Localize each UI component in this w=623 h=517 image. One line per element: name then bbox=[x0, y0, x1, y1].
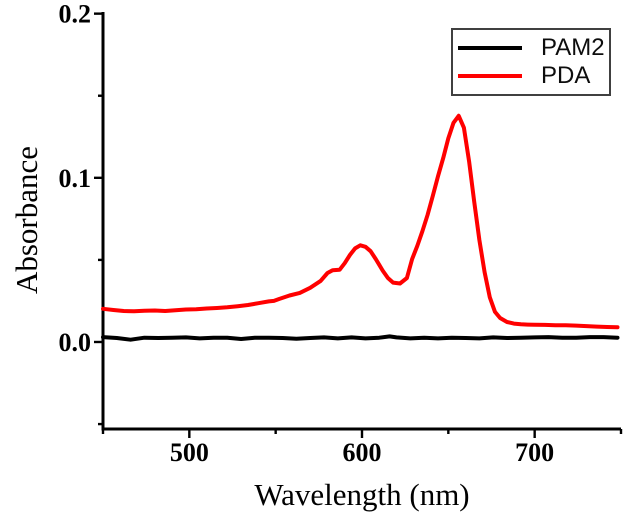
x-axis-title: Wavelength (nm) bbox=[254, 477, 470, 512]
pam2-legend-label: PAM2 bbox=[541, 34, 605, 61]
pda-legend-label: PDA bbox=[541, 62, 591, 89]
pda-curve bbox=[101, 113, 620, 330]
legend-item-pam2: PAM2 bbox=[458, 34, 609, 62]
x-tick-label: 500 bbox=[170, 438, 209, 467]
x-tick-label: 600 bbox=[343, 438, 382, 467]
y-axis-title: Absorbance bbox=[9, 145, 44, 295]
pam2-line-swatch bbox=[458, 46, 522, 50]
y-tick-label: 0.2 bbox=[59, 0, 92, 29]
y-tick-label: 0.1 bbox=[59, 164, 92, 193]
legend-box: PAM2 PDA bbox=[451, 28, 611, 96]
x-tick-label: 700 bbox=[515, 438, 554, 467]
y-tick-label: 0.0 bbox=[59, 328, 92, 357]
legend-item-pda: PDA bbox=[458, 62, 609, 90]
pda-line-swatch bbox=[458, 74, 522, 78]
pam2-curve bbox=[101, 334, 620, 342]
